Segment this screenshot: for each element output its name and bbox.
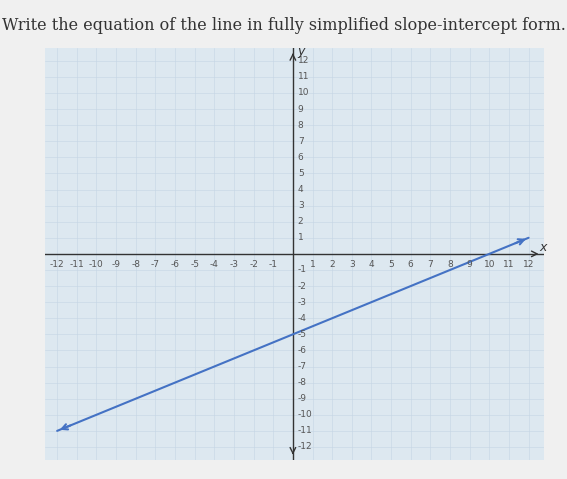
Text: -4: -4 bbox=[210, 260, 219, 269]
Text: 4: 4 bbox=[369, 260, 374, 269]
Text: -7: -7 bbox=[298, 362, 307, 371]
Text: 7: 7 bbox=[428, 260, 433, 269]
Text: y: y bbox=[297, 45, 304, 57]
Text: 2: 2 bbox=[329, 260, 335, 269]
Text: 8: 8 bbox=[298, 121, 303, 130]
Text: 5: 5 bbox=[388, 260, 394, 269]
Text: -1: -1 bbox=[269, 260, 278, 269]
Text: -3: -3 bbox=[298, 297, 307, 307]
Text: 10: 10 bbox=[484, 260, 495, 269]
Text: -5: -5 bbox=[190, 260, 199, 269]
Text: -2: -2 bbox=[298, 282, 307, 291]
Text: -8: -8 bbox=[131, 260, 140, 269]
Text: Write the equation of the line in fully simplified slope-intercept form.: Write the equation of the line in fully … bbox=[2, 17, 565, 34]
Text: -10: -10 bbox=[298, 411, 312, 419]
Text: 7: 7 bbox=[298, 137, 303, 146]
Text: 12: 12 bbox=[298, 56, 309, 65]
Text: 11: 11 bbox=[298, 72, 309, 81]
Text: 3: 3 bbox=[349, 260, 355, 269]
Text: -12: -12 bbox=[50, 260, 65, 269]
Text: -12: -12 bbox=[298, 443, 312, 452]
Text: 4: 4 bbox=[298, 185, 303, 194]
Text: -2: -2 bbox=[249, 260, 258, 269]
Text: -9: -9 bbox=[112, 260, 121, 269]
Text: 1: 1 bbox=[298, 233, 303, 242]
Text: 11: 11 bbox=[503, 260, 515, 269]
Text: 8: 8 bbox=[447, 260, 453, 269]
Text: -11: -11 bbox=[298, 426, 312, 435]
Text: x: x bbox=[540, 241, 547, 254]
Text: 6: 6 bbox=[298, 153, 303, 162]
Text: -4: -4 bbox=[298, 314, 307, 323]
Text: -6: -6 bbox=[298, 346, 307, 355]
Text: 1: 1 bbox=[310, 260, 315, 269]
Text: 9: 9 bbox=[298, 104, 303, 114]
Text: -10: -10 bbox=[89, 260, 104, 269]
Text: 5: 5 bbox=[298, 169, 303, 178]
Text: -9: -9 bbox=[298, 394, 307, 403]
Text: -3: -3 bbox=[230, 260, 239, 269]
Text: -5: -5 bbox=[298, 330, 307, 339]
Text: 3: 3 bbox=[298, 201, 303, 210]
Text: -8: -8 bbox=[298, 378, 307, 387]
Text: -11: -11 bbox=[69, 260, 84, 269]
Text: -1: -1 bbox=[298, 265, 307, 274]
Text: 12: 12 bbox=[523, 260, 534, 269]
Text: -7: -7 bbox=[151, 260, 160, 269]
Text: 6: 6 bbox=[408, 260, 413, 269]
Text: 9: 9 bbox=[467, 260, 472, 269]
Text: -6: -6 bbox=[171, 260, 180, 269]
Text: 10: 10 bbox=[298, 89, 309, 97]
Text: 2: 2 bbox=[298, 217, 303, 226]
